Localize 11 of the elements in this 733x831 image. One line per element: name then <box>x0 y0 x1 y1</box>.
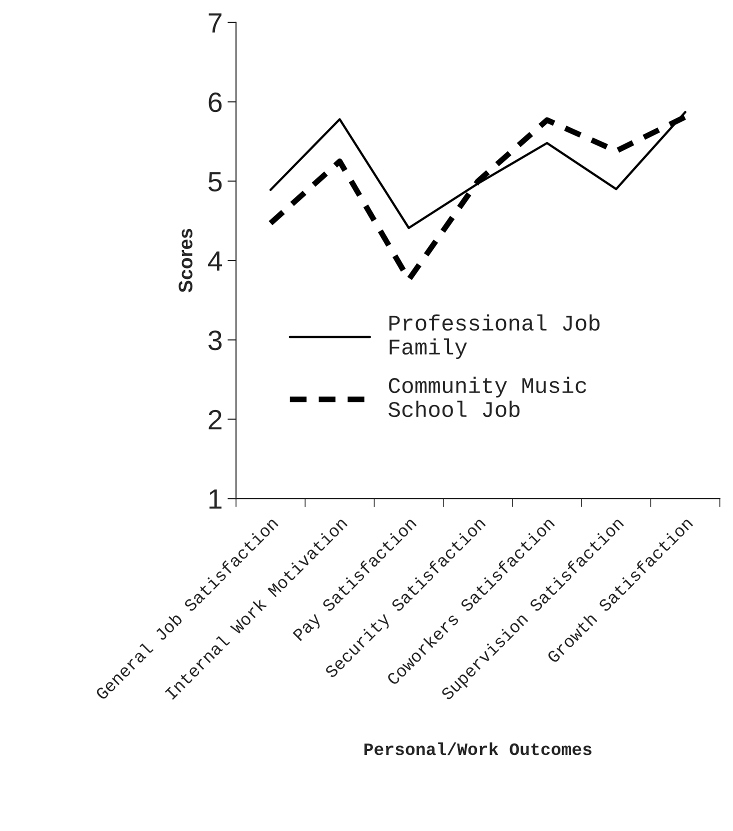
y-axis-title: Scores <box>178 228 192 292</box>
y-tick-label: 2 <box>208 410 222 430</box>
x-axis-title: Personal/Work Outcomes <box>364 742 592 756</box>
y-tick-label: 6 <box>208 92 222 112</box>
legend-label: Professional Job Family <box>389 314 600 360</box>
y-tick-label: 4 <box>208 251 222 271</box>
y-tick-label: 7 <box>208 13 222 32</box>
y-tick-label: 1 <box>210 490 222 509</box>
legend-label: Community Music School Job <box>388 376 586 418</box>
y-tick-label: 5 <box>208 172 222 192</box>
y-tick-label: 3 <box>208 330 222 350</box>
